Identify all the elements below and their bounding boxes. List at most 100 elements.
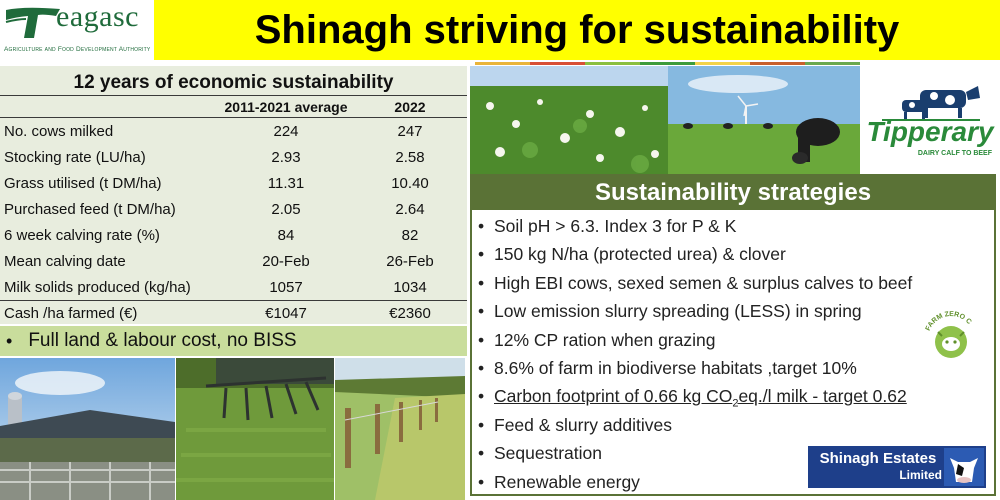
accent-segment bbox=[695, 62, 750, 65]
farm-zero-cow-icon: FARM ZERO C bbox=[925, 311, 973, 358]
list-item: • Soil pH > 6.3. Index 3 for P & K bbox=[478, 212, 978, 240]
teagasc-t-logo-icon bbox=[5, 7, 60, 38]
list-item: • 12% CP ration when grazing bbox=[478, 326, 978, 354]
teagasc-subtitle: Agriculture and Food Development Authori… bbox=[4, 46, 151, 53]
strategy-text: 12% CP ration when grazing bbox=[494, 329, 716, 350]
cows-logo-icon bbox=[882, 86, 980, 121]
strategy-text: 150 kg N/ha (protected urea) & clover bbox=[494, 244, 786, 265]
carbon-text-suffix: eq./l milk - target 0.62 bbox=[738, 386, 907, 407]
hedgerow-fence-photo bbox=[335, 358, 465, 500]
table-cell-average: 2.93 bbox=[271, 149, 301, 166]
strategy-text: Low emission slurry spreading (LESS) in … bbox=[494, 301, 862, 322]
teagasc-wordmark: eagasc bbox=[56, 0, 139, 33]
accent-segment bbox=[750, 62, 805, 65]
table-cell-average: 1057 bbox=[269, 279, 303, 296]
teagasc-logo: eagasc Agriculture and Food Development … bbox=[0, 0, 152, 60]
strategy-text: Renewable energy bbox=[494, 471, 640, 492]
bullet-icon: • bbox=[478, 301, 485, 322]
title-banner: Shinagh striving for sustainability bbox=[154, 0, 1000, 60]
bullet-icon: • bbox=[478, 357, 485, 378]
table-cell-average: €1047 bbox=[265, 305, 307, 322]
farm-zero-c-logo: FARM ZERO C bbox=[918, 306, 984, 372]
list-item: • Low emission slurry spreading (LESS) in… bbox=[478, 297, 978, 325]
strategies-list: • Soil pH > 6.3. Index 3 for P & K • 150 k… bbox=[478, 212, 978, 496]
table-row-label: 6 week calving rate (%) bbox=[4, 227, 160, 244]
bullet-icon: • bbox=[478, 244, 485, 265]
table-cell-average: 11.31 bbox=[267, 175, 305, 192]
table-row-label: Stocking rate (LU/ha) bbox=[4, 149, 146, 166]
table-row-label: No. cows milked bbox=[4, 123, 114, 140]
table-cell-2022: 10.40 bbox=[391, 175, 429, 192]
page-title: Shinagh striving for sustainability bbox=[254, 7, 900, 52]
list-item: • Feed & slurry additives bbox=[478, 411, 978, 439]
list-item: • Sequestration bbox=[478, 439, 978, 467]
table-row-label: Milk solids produced (kg/ha) bbox=[4, 279, 191, 296]
list-item: • High EBI cows, sexed semen & surplus ca… bbox=[478, 269, 978, 297]
table-row-label: Grass utilised (t DM/ha) bbox=[4, 175, 162, 192]
strategy-text: High EBI cows, sexed semen & surplus cal… bbox=[494, 272, 913, 293]
bullet-icon: • bbox=[6, 330, 13, 351]
cows-grazing-photo bbox=[668, 66, 860, 174]
shinagh-limited: Limited bbox=[899, 468, 942, 482]
strategies-panel bbox=[470, 174, 996, 496]
accent-strip bbox=[475, 62, 860, 65]
accent-segment bbox=[585, 62, 640, 65]
list-item: • 8.6% of farm in biodiverse habitats ,ta… bbox=[478, 354, 978, 382]
economic-table-title: 12 years of economic sustainability bbox=[73, 72, 394, 93]
list-item: • Renewable energy bbox=[478, 468, 978, 496]
table-top-rule bbox=[0, 95, 467, 96]
table-row-label: Purchased feed (t DM/ha) bbox=[4, 201, 176, 218]
strategy-text: Soil pH > 6.3. Index 3 for P & K bbox=[494, 216, 737, 236]
slurry-spreader-photo bbox=[176, 358, 334, 500]
clover-field-photo bbox=[470, 66, 668, 174]
column-header-average: 2011-2021 average bbox=[224, 99, 348, 115]
list-item: • 150 kg N/ha (protected urea) & clover bbox=[478, 240, 978, 268]
carbon-subscript: 2 bbox=[732, 397, 739, 410]
accent-segment bbox=[640, 62, 695, 65]
bullet-icon: • bbox=[478, 414, 485, 435]
shinagh-estates-logo: Shinagh Estates Limited bbox=[808, 446, 986, 488]
strategy-text: Sequestration bbox=[494, 443, 602, 464]
accent-segment bbox=[805, 62, 860, 65]
accent-segment bbox=[530, 62, 585, 65]
bullet-icon: • bbox=[478, 471, 485, 492]
farmyard-shed-photo bbox=[0, 358, 175, 500]
table-cell-2022: €2360 bbox=[389, 305, 431, 322]
cow-head-icon bbox=[944, 448, 984, 486]
strategy-text: Feed & slurry additives bbox=[494, 414, 672, 435]
table-cell-2022: 82 bbox=[401, 227, 419, 244]
bullet-icon: • bbox=[478, 272, 485, 293]
table-cell-average: 84 bbox=[277, 227, 295, 244]
tipperary-tagline: DAIRY CALF TO BEEF bbox=[917, 150, 992, 157]
list-item: • Carbon footprint of 0.66 kg CO2eq./l mi… bbox=[478, 382, 978, 410]
table-cell-average: 224 bbox=[273, 123, 299, 140]
carbon-footprint-text: Carbon footprint of 0.66 kg CO2eq./l mil… bbox=[494, 386, 907, 410]
bullet-icon: • bbox=[478, 329, 485, 350]
table-header-rule bbox=[0, 117, 467, 118]
table-cell-average: 2.05 bbox=[271, 201, 301, 218]
table-total-rule bbox=[0, 300, 467, 301]
bullet-icon: • bbox=[478, 216, 485, 236]
strategies-header: Sustainability strategies bbox=[472, 176, 994, 210]
bullet-icon: • bbox=[478, 386, 485, 407]
strategies-title: Sustainability strategies bbox=[594, 179, 872, 206]
economic-panel bbox=[0, 66, 467, 324]
strategy-text: 8.6% of farm in biodiverse habitats ,tar… bbox=[494, 357, 857, 378]
carbon-text-prefix: Carbon footprint of 0.66 kg CO bbox=[494, 386, 733, 407]
shinagh-name: Shinagh Estates bbox=[819, 450, 937, 467]
cost-note-band: • Full land & labour cost, no BISS bbox=[0, 326, 467, 356]
table-cell-2022: 2.58 bbox=[395, 149, 425, 166]
table-cell-2022: 1034 bbox=[393, 279, 427, 296]
cost-note: Full land & labour cost, no BISS bbox=[28, 330, 297, 351]
table-cell-2022: 2.64 bbox=[395, 201, 425, 218]
table-cell-average: 20-Feb bbox=[262, 253, 310, 270]
table-row-label: Cash /ha farmed (€) bbox=[4, 305, 138, 322]
tipperary-logo: Tipperary DAIRY CALF TO BEEF bbox=[862, 68, 998, 168]
bullet-icon: • bbox=[478, 443, 485, 464]
table-row-label: Mean calving date bbox=[4, 253, 126, 270]
tipperary-wordmark: Tipperary bbox=[866, 116, 994, 147]
column-header-2022: 2022 bbox=[394, 99, 426, 115]
table-cell-2022: 247 bbox=[397, 123, 423, 140]
table-cell-2022: 26-Feb bbox=[386, 253, 434, 270]
accent-segment bbox=[475, 62, 530, 65]
